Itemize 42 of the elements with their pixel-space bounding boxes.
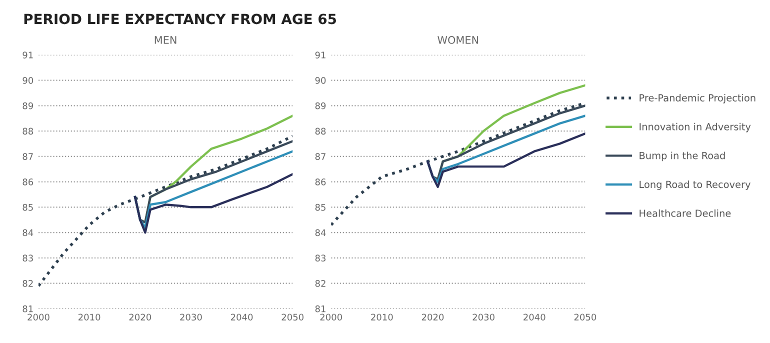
legend-label: Innovation in Adversity bbox=[640, 122, 751, 132]
x-tick-label: 2050 bbox=[282, 314, 304, 321]
legend-label: Healthcare Decline bbox=[640, 209, 731, 217]
y-tick-label: 91 bbox=[22, 52, 33, 58]
x-tick-label: 2020 bbox=[129, 314, 152, 321]
y-tick-label: 84 bbox=[315, 229, 326, 236]
y-tick-label: 91 bbox=[315, 52, 326, 58]
x-tick-label: 2040 bbox=[524, 314, 546, 321]
x-tick-label: 2030 bbox=[180, 314, 202, 321]
y-tick-label: 81 bbox=[22, 305, 33, 312]
x-tick-label: 2020 bbox=[422, 314, 444, 321]
x-tick-label: 2010 bbox=[371, 314, 393, 321]
x-tick-label: 2010 bbox=[78, 314, 100, 321]
y-tick-label: 82 bbox=[22, 280, 33, 287]
x-tick-label: 2040 bbox=[230, 314, 253, 321]
y-tick-label: 87 bbox=[315, 153, 326, 160]
legend-label: Pre-Pandemic Projection bbox=[640, 94, 756, 104]
y-tick-label: 85 bbox=[315, 204, 326, 211]
y-tick-label: 83 bbox=[315, 254, 326, 262]
y-tick-label: 87 bbox=[22, 153, 33, 160]
x-tick-label: 2000 bbox=[320, 314, 342, 321]
y-tick-label: 86 bbox=[315, 178, 326, 186]
x-tick-label: 2000 bbox=[28, 314, 50, 321]
chart-title: MEN bbox=[154, 36, 176, 44]
chart-title: WOMEN bbox=[438, 36, 478, 44]
legend-label: Bump in the Road bbox=[640, 152, 725, 162]
y-tick-label: 85 bbox=[22, 204, 33, 211]
y-tick-label: 81 bbox=[315, 305, 326, 312]
text: PERIOD LIFE EXPECTANCY FROM AGE 65 bbox=[24, 14, 336, 24]
y-tick-label: 83 bbox=[22, 254, 33, 262]
legend-label: Long Road to Recovery bbox=[640, 180, 750, 190]
y-tick-label: 84 bbox=[22, 229, 34, 236]
y-tick-label: 90 bbox=[22, 76, 34, 84]
y-tick-label: 89 bbox=[22, 102, 34, 110]
y-tick-label: 88 bbox=[315, 128, 326, 135]
y-tick-label: 90 bbox=[315, 76, 326, 84]
x-tick-label: 2030 bbox=[472, 314, 494, 321]
x-tick-label: 2050 bbox=[574, 314, 596, 321]
y-tick-label: 89 bbox=[315, 102, 326, 110]
y-tick-label: 82 bbox=[315, 280, 326, 287]
y-tick-label: 86 bbox=[22, 178, 34, 186]
y-tick-label: 88 bbox=[22, 128, 34, 135]
